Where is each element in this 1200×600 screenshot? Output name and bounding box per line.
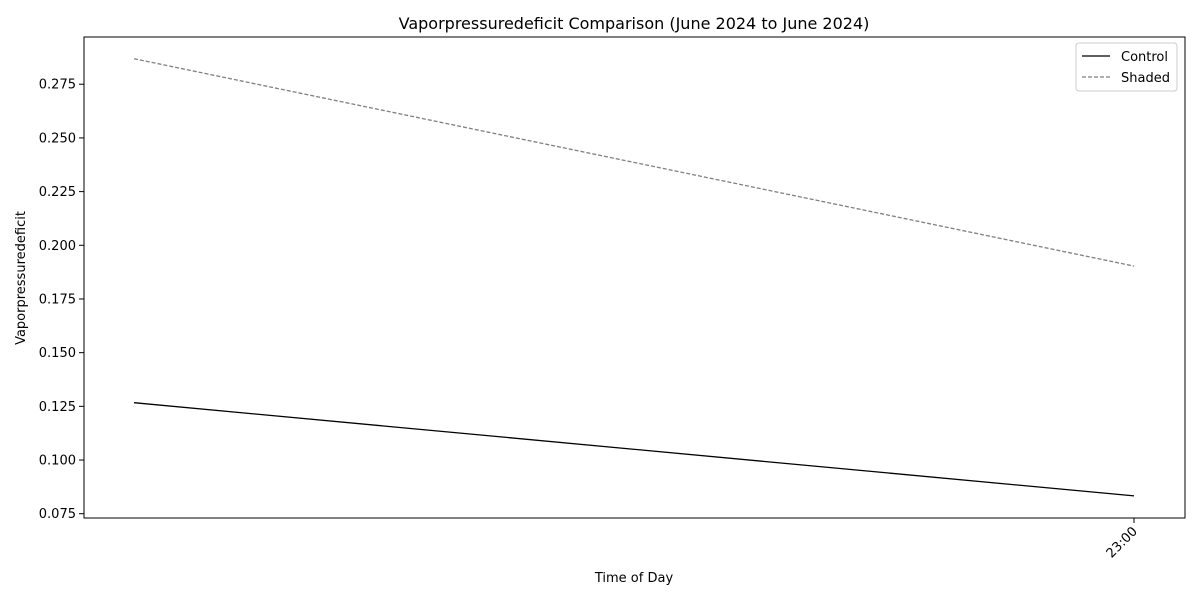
y-axis-label: Vaporpressuredeficit bbox=[14, 211, 29, 345]
series-group bbox=[133, 58, 1135, 497]
legend: Control Shaded bbox=[1075, 42, 1178, 92]
plot-frame bbox=[83, 36, 1186, 519]
y-tick-label: 0.125 bbox=[39, 400, 76, 415]
y-tick-label: 0.200 bbox=[39, 239, 76, 254]
y-tick-label: 0.100 bbox=[39, 454, 76, 469]
plot-area: 0.075 0.100 0.125 0.150 0.175 0.200 0.225 0.250… bbox=[39, 36, 1186, 561]
series-line-control bbox=[133, 402, 1135, 497]
y-tick-label: 0.075 bbox=[39, 507, 76, 522]
x-axis: 23:00 bbox=[1104, 518, 1141, 561]
y-tick-label: 0.225 bbox=[39, 185, 76, 200]
x-tick-label: 23:00 bbox=[1104, 524, 1141, 561]
x-axis-label: Time of Day bbox=[594, 571, 674, 586]
y-tick-label: 0.275 bbox=[39, 78, 76, 93]
legend-label-shaded: Shaded bbox=[1121, 71, 1170, 86]
series-line-shaded bbox=[133, 58, 1135, 267]
y-tick-label: 0.150 bbox=[39, 346, 76, 361]
chart-title: Vaporpressuredeficit Comparison (June 20… bbox=[399, 14, 870, 33]
y-tick-label: 0.250 bbox=[39, 131, 76, 146]
legend-box bbox=[1075, 42, 1178, 92]
y-axis: 0.075 0.100 0.125 0.150 0.175 0.200 0.225 0.250… bbox=[39, 78, 84, 522]
y-tick-label: 0.175 bbox=[39, 292, 76, 307]
legend-label-control: Control bbox=[1121, 50, 1168, 65]
